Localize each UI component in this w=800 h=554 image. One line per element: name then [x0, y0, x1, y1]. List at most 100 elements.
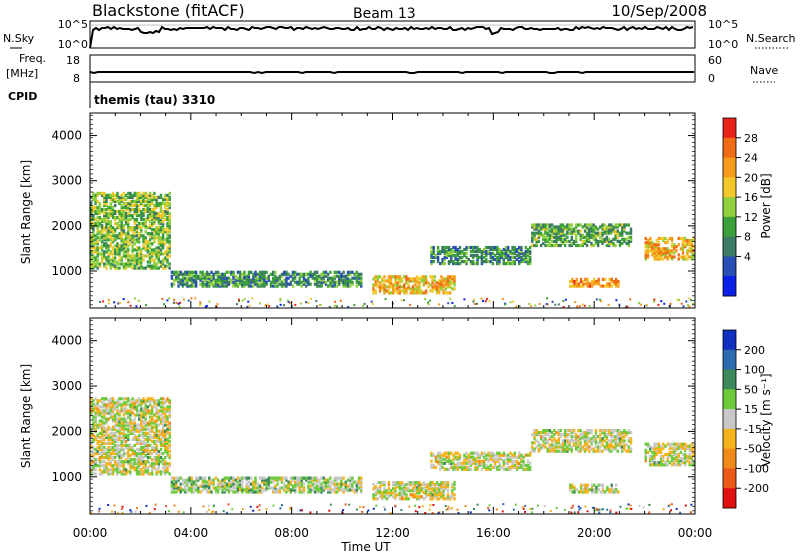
- echo-cell: [166, 207, 169, 212]
- echo-cell: [124, 246, 128, 250]
- echo-cell: [118, 232, 121, 236]
- echo-cell: [116, 462, 119, 466]
- echo-cell: [670, 245, 674, 249]
- echo-cell: [569, 483, 572, 487]
- echo-cell: [278, 274, 281, 278]
- echo-cell: [548, 447, 552, 451]
- echo-cell: [153, 439, 156, 443]
- echo-cell: [546, 239, 549, 243]
- echo-cell: [453, 277, 456, 281]
- echo-cell: [96, 248, 99, 252]
- echo-cell: [280, 274, 284, 278]
- echo-cell: [122, 252, 126, 256]
- echo-cell: [203, 272, 207, 276]
- echo-cell: [151, 427, 154, 431]
- echo-cell: [144, 266, 147, 270]
- echo-cell: [579, 488, 583, 492]
- echo-cell: [267, 278, 270, 282]
- echo-cell: [331, 482, 334, 486]
- echo-cell: [116, 260, 119, 264]
- echo-cell: [561, 237, 565, 241]
- echo-cell: [374, 279, 377, 283]
- echo-cell: [140, 447, 143, 452]
- echo-cell: [111, 230, 115, 234]
- echo-cell: [360, 480, 363, 484]
- echo-cell: [480, 453, 484, 457]
- echo-cell: [129, 466, 132, 470]
- echo-cell: [225, 284, 229, 288]
- echo-cell: [307, 282, 310, 286]
- echo-cell: [575, 225, 578, 229]
- echo-cell: [579, 229, 582, 233]
- echo-cell: [575, 437, 578, 441]
- echo-cell: [291, 486, 295, 490]
- echo-cell: [153, 399, 156, 403]
- echo-cell: [610, 277, 613, 281]
- echo-cell: [203, 476, 207, 480]
- echo-cell: [146, 452, 150, 456]
- echo-cell: [138, 458, 141, 462]
- echo-cell: [90, 246, 93, 250]
- echo-cell: [175, 484, 178, 488]
- echo-cell: [109, 454, 112, 458]
- echo-cell: [98, 468, 102, 472]
- echo-cell: [427, 281, 430, 285]
- echo-cell: [614, 243, 617, 248]
- echo-cell: [98, 191, 102, 195]
- echo-cell: [96, 407, 99, 411]
- echo-cell: [138, 417, 141, 421]
- echo-cell: [157, 399, 160, 403]
- echo-cell: [234, 282, 237, 286]
- echo-cell: [433, 279, 436, 283]
- echo-cell: [548, 435, 552, 439]
- echo-cell: [614, 429, 617, 433]
- echo-cell: [183, 484, 187, 488]
- echo-cell: [157, 435, 160, 439]
- scatter-cell: [400, 299, 403, 302]
- echo-cell: [142, 427, 145, 431]
- echo-cell: [355, 276, 358, 280]
- echo-cell: [161, 216, 165, 220]
- echo-cell: [285, 270, 288, 274]
- echo-cell: [461, 255, 464, 260]
- echo-cell: [449, 495, 452, 499]
- echo-cell: [427, 285, 430, 289]
- echo-cell: [544, 239, 547, 243]
- echo-cell: [175, 276, 178, 280]
- echo-cell: [151, 258, 154, 262]
- echo-cell: [98, 399, 102, 403]
- echo-cell: [342, 282, 345, 286]
- echo-cell: [168, 433, 171, 437]
- echo-cell: [509, 455, 512, 459]
- echo-cell: [450, 260, 453, 264]
- echo-cell: [144, 445, 147, 450]
- echo-cell: [109, 234, 112, 238]
- echo-cell: [610, 439, 613, 443]
- echo-cell: [96, 230, 99, 234]
- echo-cell: [344, 274, 347, 278]
- echo-cell: [172, 482, 176, 486]
- echo-cell: [118, 403, 121, 407]
- echo-cell: [135, 201, 139, 206]
- echo-cell: [434, 465, 438, 469]
- echo-cell: [208, 490, 211, 494]
- echo-cell: [498, 257, 501, 262]
- echo-cell: [118, 454, 121, 458]
- echo-cell: [151, 421, 154, 425]
- echo-cell: [398, 279, 401, 283]
- echo-cell: [413, 277, 417, 281]
- echo-cell: [92, 234, 95, 238]
- echo-cell: [431, 481, 434, 485]
- echo-cell: [157, 464, 160, 468]
- echo-cell: [212, 486, 215, 490]
- echo-cell: [344, 280, 347, 284]
- echo-cell: [103, 441, 106, 445]
- echo-cell: [291, 488, 295, 492]
- echo-cell: [465, 451, 468, 455]
- echo-cell: [159, 437, 163, 441]
- echo-cell: [507, 245, 510, 250]
- echo-cell: [100, 246, 104, 250]
- echo-cell: [513, 463, 516, 467]
- echo-cell: [98, 205, 102, 210]
- echo-cell: [227, 282, 231, 286]
